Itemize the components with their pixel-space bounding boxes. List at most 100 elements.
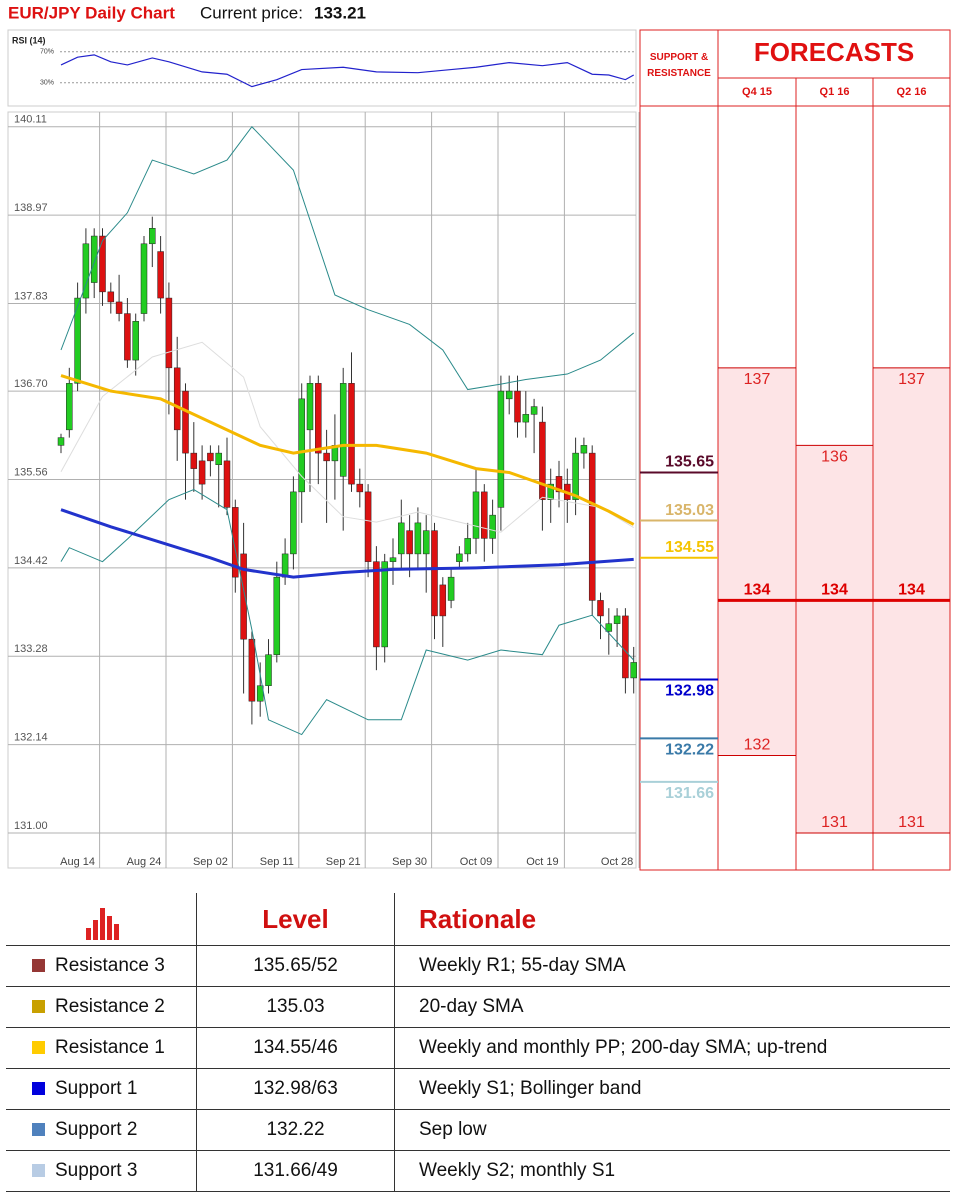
plot-frame <box>7 111 637 869</box>
candle-body <box>514 390 521 423</box>
candle-body <box>398 522 405 555</box>
level-cell: 132.22 <box>196 1109 395 1151</box>
candle-body <box>414 522 422 555</box>
candle-body <box>481 491 488 539</box>
rsi-frame <box>7 29 637 107</box>
candle-body <box>265 654 272 686</box>
rationale-cell: Weekly S2; monthly S1 <box>394 1150 950 1192</box>
header-cell: Rationale <box>394 893 950 946</box>
candle-body <box>90 235 98 283</box>
candle-body <box>613 615 621 624</box>
level-cell: 135.03 <box>196 986 395 1028</box>
x-tick-label: Oct 09 <box>460 856 492 868</box>
level-cell: 134.55/46 <box>196 1027 395 1069</box>
x-tick-label: Sep 11 <box>260 856 294 868</box>
candle-body <box>605 623 613 632</box>
candle-body <box>140 243 148 314</box>
candle-body <box>431 530 438 617</box>
table-row: Support 1 132.98/63 Weekly S1; Bollinger b… <box>6 1068 950 1110</box>
candle-body <box>115 301 123 314</box>
indicator-line <box>60 488 635 736</box>
rsi-line <box>60 54 634 88</box>
candle-body <box>232 507 239 578</box>
candle-body <box>290 491 297 555</box>
candle-body <box>198 460 206 485</box>
y-tick-label: 136.70 <box>14 378 48 390</box>
rationale-cell: Sep low <box>394 1109 950 1151</box>
candle-body <box>530 406 538 415</box>
indicator-line <box>60 374 635 526</box>
forecast-high-label: 137 <box>898 371 925 388</box>
candle-body <box>240 553 247 640</box>
candle-body <box>356 483 364 493</box>
candle-body <box>57 437 65 446</box>
legend-swatch <box>32 1041 45 1054</box>
candle-body <box>66 383 73 431</box>
current-price: 133.21 <box>314 3 366 22</box>
candle-body <box>597 600 604 617</box>
rsi-tick-label: 70% <box>40 49 54 56</box>
legend-swatch <box>32 1164 45 1177</box>
y-tick-label: 134.42 <box>14 555 48 567</box>
x-tick-label: Aug 14 <box>60 856 95 868</box>
indicator-line <box>60 508 634 579</box>
candle-body <box>422 530 430 555</box>
level-name: Resistance 1 <box>55 1037 165 1058</box>
candle-body <box>464 538 471 555</box>
table-row: Resistance 3 135.65/52 Weekly R1; 55-day S… <box>6 945 950 987</box>
column-label: Q1 16 <box>820 86 850 98</box>
candle-body <box>456 553 463 562</box>
candle-body <box>107 291 115 303</box>
forecasts-title: FORECASTS <box>754 37 914 67</box>
level-label: 131.66 <box>665 785 714 802</box>
name-cell: Support 1 <box>6 1068 197 1110</box>
indicator-line <box>60 125 635 391</box>
candle-body <box>74 297 81 384</box>
rsi-title: RSI (14) <box>12 35 46 45</box>
candle-body <box>447 576 455 601</box>
table-row: Resistance 1 134.55/46 Weekly and monthly … <box>6 1027 950 1069</box>
level-label: 132.98 <box>665 683 714 700</box>
candle-body <box>173 367 181 431</box>
candle-body <box>630 662 637 679</box>
candle-body <box>273 576 281 655</box>
name-cell: Resistance 2 <box>6 986 197 1028</box>
candle-body <box>348 383 355 485</box>
candle-body <box>157 251 164 299</box>
forecast-low-label: 132 <box>744 737 771 754</box>
candle-body <box>489 514 496 539</box>
forecast-low-label: 131 <box>898 814 925 831</box>
y-tick-label: 133.28 <box>14 643 48 655</box>
candle-body <box>281 553 289 578</box>
forecast-frame <box>639 29 951 871</box>
table-row: Support 2 132.22 Sep low <box>6 1109 950 1151</box>
candle-body <box>472 491 480 539</box>
level-name: Support 1 <box>55 1078 138 1099</box>
name-cell: Resistance 3 <box>6 945 197 987</box>
y-tick-label: 131.00 <box>14 820 48 832</box>
candle-body <box>381 561 388 648</box>
y-tick-label: 135.56 <box>14 466 48 478</box>
candle-body <box>165 297 173 369</box>
y-tick-label: 138.97 <box>14 202 48 214</box>
candle-body <box>539 421 546 500</box>
forecast-mid-label: 134 <box>821 582 848 599</box>
candle-body <box>82 243 90 299</box>
y-tick-label: 140.11 <box>14 114 47 126</box>
levels-table: Level Rationale Resistance 3 135.65/52 Wee… <box>6 893 950 1192</box>
candle-body <box>555 476 563 493</box>
candle-body <box>588 452 596 601</box>
candle-body <box>389 557 397 562</box>
level-name: Support 3 <box>55 1160 138 1181</box>
level-label: 135.03 <box>665 502 714 519</box>
candle-body <box>132 321 139 361</box>
candle-body <box>364 491 372 562</box>
level-name: Resistance 3 <box>55 955 165 976</box>
legend-swatch <box>32 1082 45 1095</box>
x-tick-label: Oct 19 <box>526 856 558 868</box>
candle-body <box>124 313 131 361</box>
y-tick-label: 137.83 <box>14 290 48 302</box>
indicator-line <box>60 341 634 533</box>
price-label: Current price: <box>200 3 303 22</box>
